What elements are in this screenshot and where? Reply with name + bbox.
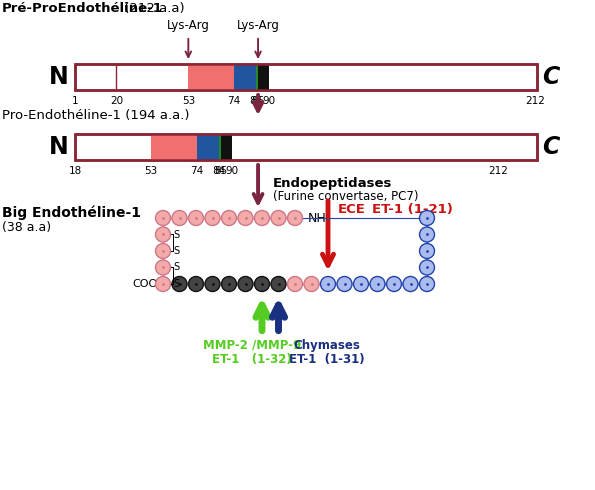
- Circle shape: [353, 276, 368, 292]
- Circle shape: [189, 211, 203, 225]
- Bar: [197, 134, 219, 160]
- Circle shape: [155, 276, 171, 292]
- Circle shape: [287, 276, 302, 292]
- Text: Pro-Endothéline-1 (194 a.a.): Pro-Endothéline-1 (194 a.a.): [2, 109, 189, 122]
- Bar: [221, 134, 232, 160]
- Text: NH₂: NH₂: [308, 212, 331, 224]
- Text: 84: 84: [212, 166, 226, 176]
- Circle shape: [205, 276, 220, 292]
- Text: Chymases: Chymases: [293, 339, 360, 351]
- Circle shape: [255, 211, 270, 225]
- Circle shape: [189, 276, 203, 292]
- Text: MMP-2 /MMP-9: MMP-2 /MMP-9: [203, 339, 301, 351]
- Circle shape: [255, 276, 270, 292]
- Text: 90: 90: [226, 166, 239, 176]
- Circle shape: [172, 211, 187, 225]
- Text: Lys-Arg: Lys-Arg: [237, 19, 280, 32]
- Bar: [189, 64, 234, 90]
- Text: 53: 53: [181, 96, 195, 106]
- Circle shape: [370, 276, 385, 292]
- Circle shape: [221, 276, 236, 292]
- Circle shape: [221, 211, 236, 225]
- Text: 212: 212: [488, 166, 508, 176]
- Circle shape: [321, 276, 336, 292]
- Text: N: N: [49, 135, 69, 159]
- Text: ECE: ECE: [338, 203, 366, 216]
- Text: ET-1   (1-32): ET-1 (1-32): [212, 352, 292, 366]
- Circle shape: [419, 211, 434, 225]
- Text: C: C: [542, 135, 560, 159]
- Text: 84: 84: [249, 96, 262, 106]
- Text: Pré-ProEndothéline-1: Pré-ProEndothéline-1: [2, 2, 163, 15]
- Text: S: S: [173, 229, 180, 240]
- Bar: [234, 64, 256, 90]
- Text: Endopeptidases: Endopeptidases: [273, 177, 393, 190]
- Circle shape: [419, 276, 434, 292]
- Bar: [75, 134, 537, 160]
- Circle shape: [172, 276, 187, 292]
- Circle shape: [238, 276, 253, 292]
- Text: 18: 18: [68, 166, 82, 176]
- Bar: [219, 134, 221, 160]
- Bar: [75, 134, 537, 160]
- Text: N: N: [49, 65, 69, 89]
- Text: ET-1 (1-21): ET-1 (1-21): [372, 203, 453, 216]
- Text: Lys-Arg: Lys-Arg: [167, 19, 210, 32]
- Bar: [258, 64, 269, 90]
- Text: (Furine convertase, PC7): (Furine convertase, PC7): [273, 190, 418, 203]
- Circle shape: [271, 276, 286, 292]
- Text: 212: 212: [525, 96, 545, 106]
- Text: 53: 53: [145, 166, 158, 176]
- Text: (212 a.a): (212 a.a): [120, 2, 184, 15]
- Circle shape: [238, 211, 253, 225]
- Circle shape: [155, 227, 171, 242]
- Text: 90: 90: [262, 96, 275, 106]
- Circle shape: [155, 244, 171, 259]
- Circle shape: [403, 276, 418, 292]
- Bar: [75, 64, 537, 90]
- Text: 74: 74: [227, 96, 241, 106]
- Text: 20: 20: [110, 96, 123, 106]
- Text: Big Endothéline-1: Big Endothéline-1: [2, 206, 141, 220]
- Bar: [151, 134, 197, 160]
- Text: 74: 74: [190, 166, 203, 176]
- Text: S: S: [173, 246, 180, 256]
- Circle shape: [287, 211, 302, 225]
- Text: ET-1  (1-31): ET-1 (1-31): [289, 352, 364, 366]
- Circle shape: [271, 211, 286, 225]
- Circle shape: [155, 211, 171, 225]
- Bar: [256, 64, 258, 90]
- Text: (38 a.a): (38 a.a): [2, 221, 51, 235]
- Circle shape: [419, 260, 434, 275]
- Circle shape: [337, 276, 352, 292]
- Text: 1: 1: [71, 96, 79, 106]
- Text: C: C: [542, 65, 560, 89]
- Circle shape: [419, 227, 434, 242]
- Text: 85: 85: [214, 166, 228, 176]
- Circle shape: [155, 260, 171, 275]
- Text: 85: 85: [252, 96, 265, 106]
- Text: COOH: COOH: [132, 279, 166, 289]
- Circle shape: [387, 276, 402, 292]
- Bar: [75, 64, 537, 90]
- Circle shape: [205, 211, 220, 225]
- Text: S: S: [173, 263, 180, 272]
- Circle shape: [419, 244, 434, 259]
- Text: S: S: [173, 279, 180, 289]
- Circle shape: [304, 276, 319, 292]
